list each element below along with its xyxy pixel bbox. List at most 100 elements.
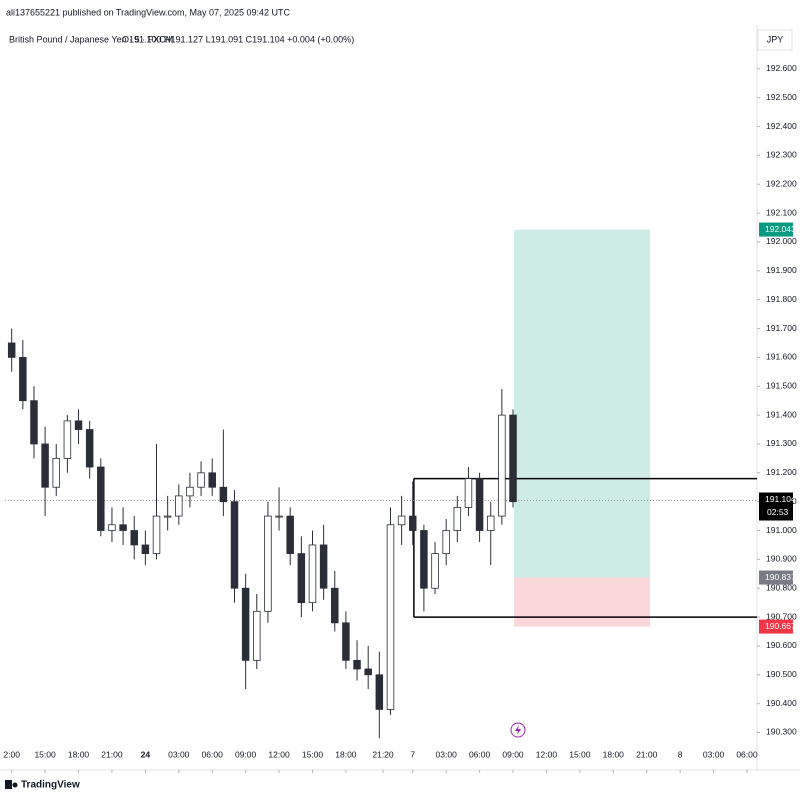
stop-box	[759, 619, 793, 634]
x-tick-label: 15:00	[569, 749, 591, 759]
logo	[5, 780, 18, 789]
y-tick-label: 191.400	[766, 409, 797, 419]
last-price-box	[759, 492, 793, 521]
candle-body	[353, 659, 361, 670]
candle-body	[7, 342, 16, 358]
y-tick-label: 191.300	[766, 438, 797, 448]
x-tick-label: 12:00	[536, 749, 558, 759]
candle-body	[85, 429, 94, 468]
stop-label: 190.667	[765, 621, 796, 631]
candle-body	[397, 515, 406, 526]
candle-body	[19, 356, 27, 402]
y-tick-label: 192.100	[766, 207, 797, 217]
candle-body	[230, 501, 239, 589]
x-tick-label: 15:00	[302, 749, 324, 759]
currency: JPY	[767, 34, 784, 44]
candle-body	[498, 414, 506, 517]
publisher: ali137655221 published on TradingView.co…	[6, 7, 291, 17]
candle-body	[275, 515, 283, 518]
x-tick-label: 21:00	[101, 749, 123, 759]
candle-body	[197, 472, 205, 488]
candle-body	[486, 515, 495, 531]
candle-body	[364, 668, 372, 676]
candle-body	[253, 610, 261, 661]
x-tick-label: 18:00	[335, 749, 357, 759]
y-tick-label: 190.400	[766, 698, 797, 708]
y-tick-label: 190.700	[766, 611, 797, 621]
x-tick-label: 21:00	[636, 749, 658, 759]
y-tick-label: 191.000	[766, 525, 797, 535]
candle-body	[509, 414, 517, 503]
candle-body	[386, 524, 395, 710]
candle-body	[297, 553, 306, 604]
candle-body	[119, 524, 127, 531]
countdown-label: 02:53	[767, 507, 789, 517]
candle-body	[219, 486, 228, 503]
x-tick-label: 03:00	[703, 749, 725, 759]
x-tick-label: 06:00	[202, 749, 224, 759]
candle-body	[331, 587, 339, 624]
y-tick-label: 190.800	[766, 582, 797, 592]
y-tick-label: 192.400	[766, 121, 797, 131]
last-price-label: 191.104	[765, 494, 796, 504]
y-tick-label: 192.200	[766, 179, 797, 189]
y-tick-label: 191.500	[766, 380, 797, 390]
x-tick-label: 18:00	[603, 749, 625, 759]
y-tick-label: 191.600	[766, 352, 797, 362]
stop-zone	[514, 577, 651, 627]
candle-body	[30, 400, 38, 445]
candle-body	[319, 544, 328, 589]
symbol-title: British Pound / Japanese Yen · 5 · FXCM	[9, 34, 173, 44]
candle-body	[74, 420, 83, 430]
x-tick-label: 12:00	[268, 749, 290, 759]
y-tick-label: 191.700	[766, 323, 797, 333]
candle-body	[241, 587, 250, 661]
candle-body	[63, 420, 72, 459]
entry-label: 190.837	[765, 572, 796, 582]
candle-body	[475, 478, 484, 531]
y-tick-label: 192.000	[766, 236, 797, 246]
candle-body	[186, 486, 194, 497]
currency-box	[757, 29, 793, 51]
candle-body	[264, 515, 272, 612]
candle-body	[431, 553, 439, 589]
x-tick-label: 09:00	[235, 749, 257, 759]
candle-body	[342, 622, 350, 661]
candle-body	[308, 544, 317, 604]
x-tick-label: 2:00	[3, 749, 20, 759]
footer-brand: TradingView	[21, 780, 80, 791]
target-box	[759, 222, 793, 237]
lightning-icon	[510, 722, 526, 738]
target-label: 192.043	[765, 224, 796, 234]
x-tick-label: 03:00	[436, 749, 458, 759]
candle-body	[420, 530, 428, 589]
y-tick-label: 190.900	[766, 554, 797, 564]
y-tick-label: 190.300	[766, 727, 797, 737]
y-tick-label: 191.200	[766, 467, 797, 477]
candle-body	[52, 457, 60, 488]
x-tick-label: 24	[141, 749, 151, 759]
candle-body	[453, 507, 462, 531]
candle-body	[141, 544, 150, 554]
candle-body	[286, 515, 294, 554]
entry-box	[759, 570, 793, 585]
candle-body	[464, 478, 473, 508]
candle-body	[152, 515, 161, 554]
x-tick-label: 09:00	[502, 749, 524, 759]
candle-body	[108, 524, 116, 531]
x-tick-label: 18:00	[68, 749, 90, 759]
x-tick-label: 15:00	[34, 749, 56, 759]
y-tick-label: 192.500	[766, 92, 797, 102]
candle-body	[163, 515, 172, 518]
y-tick-label: 191.800	[766, 294, 797, 304]
target-zone	[514, 229, 651, 578]
candle-body	[409, 515, 417, 531]
ohlc-legend: O191.100 H191.127 L191.091 C191.104 +0.0…	[122, 34, 354, 44]
x-tick-label: 7	[410, 749, 415, 759]
y-tick-label: 190.500	[766, 669, 797, 679]
candle-body	[41, 443, 49, 488]
y-tick-label: 191.900	[766, 265, 797, 275]
x-tick-label: 21:20	[372, 749, 394, 759]
y-tick-label: 192.600	[766, 63, 797, 73]
